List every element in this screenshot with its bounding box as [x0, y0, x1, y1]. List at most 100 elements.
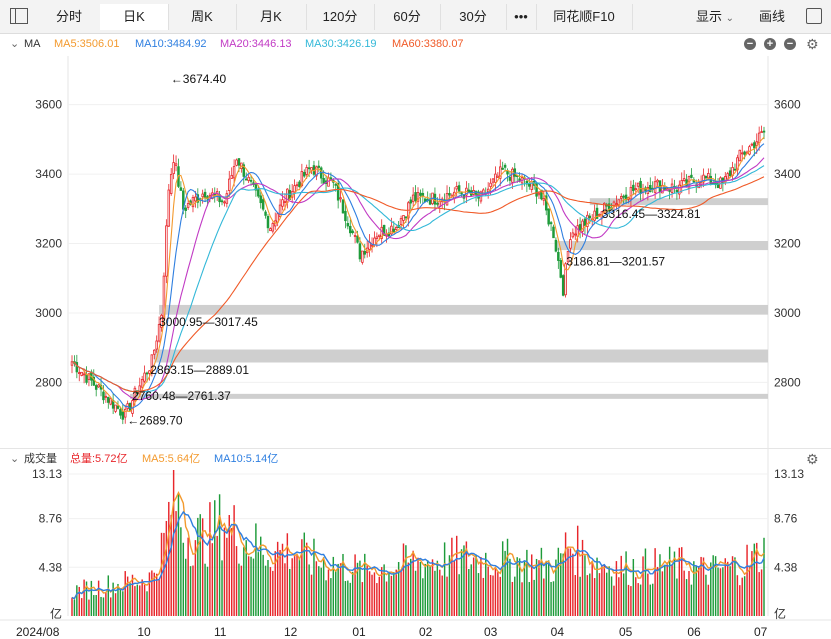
price-tick-left: 3000	[35, 306, 62, 320]
volume-bar	[656, 566, 659, 616]
candle-body	[213, 193, 216, 196]
candle-body	[295, 184, 299, 187]
candle-body	[711, 182, 715, 185]
candle-body	[542, 198, 546, 201]
tab-daily-k[interactable]: 日K	[100, 4, 169, 30]
volume-bar	[499, 576, 501, 616]
volume-bar	[547, 560, 550, 616]
more-icon[interactable]: •••	[506, 4, 537, 30]
candle-body	[111, 400, 115, 409]
volume-bar	[269, 567, 272, 616]
volume-bar	[530, 554, 533, 616]
candle-body	[281, 199, 284, 207]
sidebar-toggle-icon[interactable]	[10, 8, 28, 24]
tab-weekly-k[interactable]: 周K	[168, 4, 237, 30]
display-dropdown[interactable]: 显示 ⌄	[684, 4, 746, 30]
volume-bar	[700, 556, 702, 616]
candle-body	[397, 225, 400, 229]
candle-body	[92, 376, 96, 386]
f10-button[interactable]: 同花顺F10	[536, 4, 633, 30]
candle-body	[508, 176, 512, 181]
volume-tick-left: 4.38	[39, 560, 63, 574]
zoom-out-icon[interactable]: −	[784, 38, 796, 50]
draw-line-button[interactable]: 画线	[758, 9, 785, 24]
volume-bar	[622, 573, 625, 616]
candle-body	[327, 177, 330, 187]
candle-body	[433, 193, 437, 205]
volume-bar	[342, 553, 344, 616]
candle-body	[605, 204, 608, 207]
candle-body	[627, 197, 630, 200]
candle-body	[491, 178, 495, 183]
candle-body	[472, 190, 475, 195]
tab-intraday[interactable]: 分时	[38, 4, 101, 30]
candle-body	[283, 201, 287, 204]
tab-120min[interactable]: 120分	[306, 4, 375, 30]
volume-bar	[748, 565, 751, 616]
volume-bar	[429, 566, 431, 616]
candle-body	[685, 179, 688, 186]
volume-bar	[291, 558, 293, 616]
volume-bar	[397, 562, 400, 616]
volume-bar	[168, 501, 170, 616]
volume-bar	[683, 570, 685, 616]
candle-body	[75, 362, 79, 373]
candle-body	[230, 175, 233, 179]
volume-bar	[603, 564, 606, 616]
candle-body	[407, 202, 410, 219]
candle-body	[223, 201, 226, 204]
candle-body	[644, 187, 647, 191]
volume-bar	[448, 555, 451, 616]
date-label: 12	[284, 625, 298, 639]
volume-bar	[73, 599, 76, 616]
candle-body	[530, 181, 533, 190]
candle-body	[528, 183, 531, 187]
volume-bar	[671, 564, 673, 616]
candle-body	[378, 234, 381, 237]
candle-body	[264, 211, 267, 216]
collapse-chevron-icon[interactable]: ⌄	[10, 38, 20, 50]
volume-tick-left: 8.76	[39, 512, 63, 526]
settings-gear-icon[interactable]: ⚙	[806, 36, 819, 52]
volume-bar	[746, 544, 748, 616]
volume-bar	[330, 578, 332, 616]
candle-body	[104, 395, 108, 398]
candle-body	[80, 371, 83, 376]
volume-bar	[289, 568, 291, 616]
volume-bar	[678, 547, 681, 616]
settings-gear-icon[interactable]: ⚙	[806, 451, 819, 467]
volume-bar	[378, 576, 381, 616]
tab-30min[interactable]: 30分	[440, 4, 507, 30]
candle-body	[136, 390, 139, 395]
volume-bar	[141, 579, 143, 616]
price-legend: ⌄ MA MA5:3506.01 MA10:3484.92 MA20:3446.…	[0, 34, 831, 54]
tab-monthly-k[interactable]: 月K	[236, 4, 307, 30]
volume-bar	[579, 576, 581, 616]
collapse-chevron-icon[interactable]: ⌄	[10, 453, 20, 465]
date-label: 05	[619, 625, 633, 639]
volume-bar	[608, 566, 610, 616]
candle-body	[535, 183, 538, 197]
candle-body	[99, 384, 103, 390]
volume-bar	[223, 527, 226, 616]
volume-bar	[114, 593, 117, 616]
volume-bar	[690, 584, 693, 616]
candle-body	[719, 177, 722, 189]
panel-toggle-icon[interactable]	[806, 8, 822, 24]
candle-body	[261, 199, 265, 210]
zoom-in-icon[interactable]: +	[764, 38, 776, 50]
volume-bar	[620, 555, 622, 616]
candle-body	[661, 184, 664, 194]
candle-body	[153, 349, 156, 355]
volume-bar	[613, 585, 615, 616]
volume-bar	[320, 567, 322, 616]
volume-bar	[335, 570, 337, 616]
minimize-icon[interactable]: −	[744, 38, 756, 50]
volume-bar	[576, 525, 579, 616]
ma30-line	[71, 165, 765, 393]
tab-60min[interactable]: 60分	[374, 4, 441, 30]
candle-body	[208, 194, 212, 197]
volume-bar	[659, 554, 661, 616]
candle-body	[266, 215, 270, 229]
candle-body	[201, 193, 204, 198]
